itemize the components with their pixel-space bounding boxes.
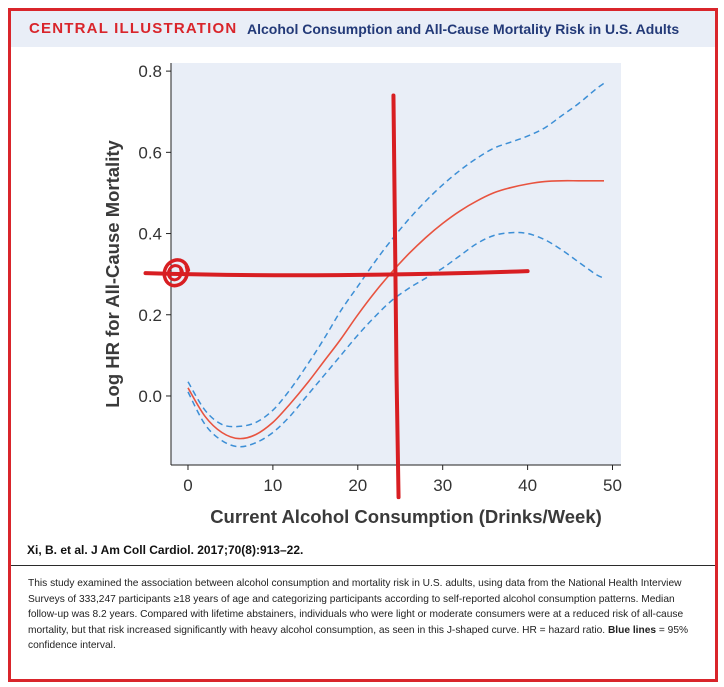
y-axis-label: Log HR for All-Cause Mortality [102,140,123,408]
y-tick-label: 0.0 [138,387,162,406]
ci-line [187,231,605,448]
y-tick-label: 0.2 [138,306,162,325]
x-tick-label: 10 [263,476,282,495]
x-tick-label: 0 [183,476,192,495]
caption-text: This study examined the association betw… [28,578,684,636]
y-tick-label: 0.6 [138,143,162,162]
annotation-vertical-line [391,93,401,500]
x-tick-label: 40 [518,476,537,495]
caption-bold-text: Blue lines [607,624,657,636]
annotation-circle-outer [162,258,191,288]
x-tick-label: 20 [348,476,367,495]
x-tick-label: 50 [603,476,622,495]
mortality-chart: 0.0 0.2 0.4 0.6 0.8 0 10 20 30 40 50 Current Alco… [102,62,622,527]
y-tick-label: 0.4 [138,225,162,244]
caption: This study examined the association betw… [28,576,704,654]
section-label: CENTRAL ILLUSTRATION [29,20,238,37]
x-tick-label: 30 [433,476,452,495]
figure-title: Alcohol Consumption and All-Cause Mortal… [247,21,680,37]
citation: Xi, B. et al. J Am Coll Cardiol. 2017;70… [27,543,304,557]
estimate-line [187,179,604,440]
divider [11,565,715,566]
y-tick-label: 0.8 [138,62,162,81]
central-illustration-panel: CENTRAL ILLUSTRATION Alcohol Consumption… [8,8,718,682]
caption-text-end: = 95% confidence interval. [28,624,689,652]
ci-line [187,82,605,428]
header-bar: CENTRAL ILLUSTRATION Alcohol Consumption… [11,11,715,47]
x-axis-label: Current Alcohol Consumption (Drinks/Week… [210,506,602,527]
annotation-circle-inner [166,264,184,282]
annotation-horizontal-line [143,269,530,278]
